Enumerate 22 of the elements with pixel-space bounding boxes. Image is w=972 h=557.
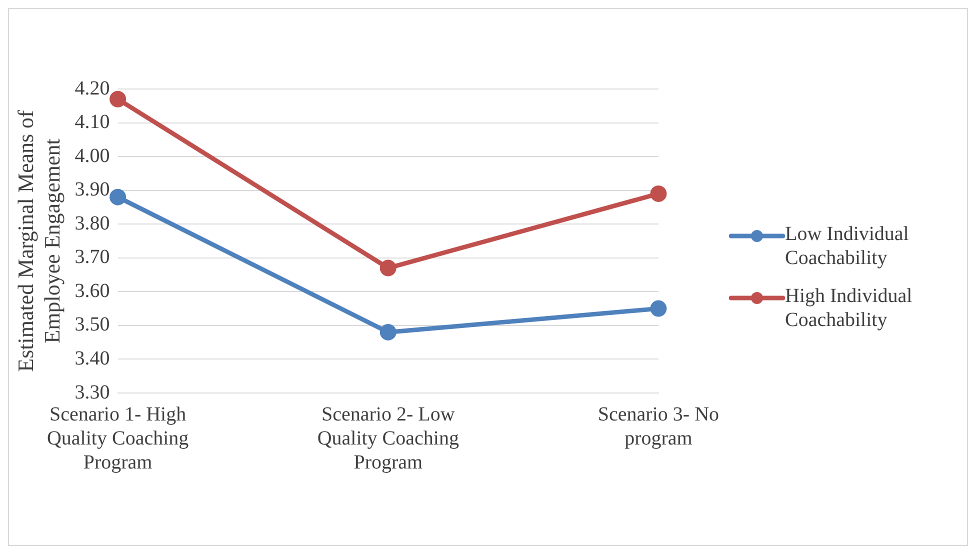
y-tick-label: 3.40 bbox=[74, 347, 110, 370]
point bbox=[650, 300, 667, 317]
x-tick-label: Scenario 3- No program bbox=[598, 403, 719, 450]
point bbox=[380, 260, 396, 276]
point bbox=[110, 90, 126, 108]
point bbox=[380, 324, 396, 340]
legend-label: High Individual Coachability bbox=[785, 284, 914, 332]
point bbox=[650, 185, 667, 202]
y-tick-label: 3.30 bbox=[74, 381, 110, 404]
x-tick-label: Scenario 2- Low Quality Coaching Program bbox=[317, 403, 459, 474]
y-tick-label: 4.10 bbox=[74, 111, 110, 134]
y-tick-label: 3.60 bbox=[74, 280, 110, 302]
y-tick-label: 3.90 bbox=[74, 178, 110, 201]
y-tick-label: 3.80 bbox=[74, 212, 110, 234]
y-tick-label: 3.50 bbox=[74, 314, 110, 336]
y-tick-label: 3.70 bbox=[74, 246, 110, 268]
x-tick-label: Scenario 1- High Quality Coaching Program bbox=[46, 403, 189, 474]
y-tick-label: 4.20 bbox=[74, 77, 110, 100]
y-axis-title: Estimated Marginal Means of Employee Engagement bbox=[12, 109, 64, 372]
legend-label: Low Individual Coachability bbox=[785, 222, 910, 270]
point bbox=[110, 188, 126, 206]
y-tick-label: 4.00 bbox=[74, 144, 110, 167]
